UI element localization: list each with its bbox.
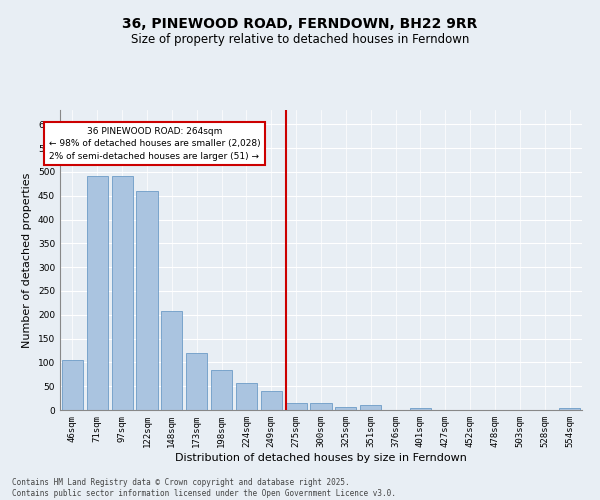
Bar <box>112 176 133 410</box>
Bar <box>410 408 431 410</box>
Bar <box>335 406 356 410</box>
X-axis label: Distribution of detached houses by size in Ferndown: Distribution of detached houses by size … <box>175 452 467 462</box>
Text: Contains HM Land Registry data © Crown copyright and database right 2025.
Contai: Contains HM Land Registry data © Crown c… <box>12 478 396 498</box>
Bar <box>236 383 257 410</box>
Bar <box>211 370 232 410</box>
Bar <box>559 408 580 410</box>
Bar <box>261 392 282 410</box>
Text: 36 PINEWOOD ROAD: 264sqm
← 98% of detached houses are smaller (2,028)
2% of semi: 36 PINEWOOD ROAD: 264sqm ← 98% of detach… <box>49 126 260 160</box>
Text: Size of property relative to detached houses in Ferndown: Size of property relative to detached ho… <box>131 32 469 46</box>
Bar <box>62 360 83 410</box>
Bar <box>286 404 307 410</box>
Bar <box>87 176 108 410</box>
Bar <box>186 353 207 410</box>
Bar <box>161 312 182 410</box>
Bar <box>136 191 158 410</box>
Bar <box>360 405 381 410</box>
Text: 36, PINEWOOD ROAD, FERNDOWN, BH22 9RR: 36, PINEWOOD ROAD, FERNDOWN, BH22 9RR <box>122 18 478 32</box>
Bar <box>310 403 332 410</box>
Y-axis label: Number of detached properties: Number of detached properties <box>22 172 32 348</box>
